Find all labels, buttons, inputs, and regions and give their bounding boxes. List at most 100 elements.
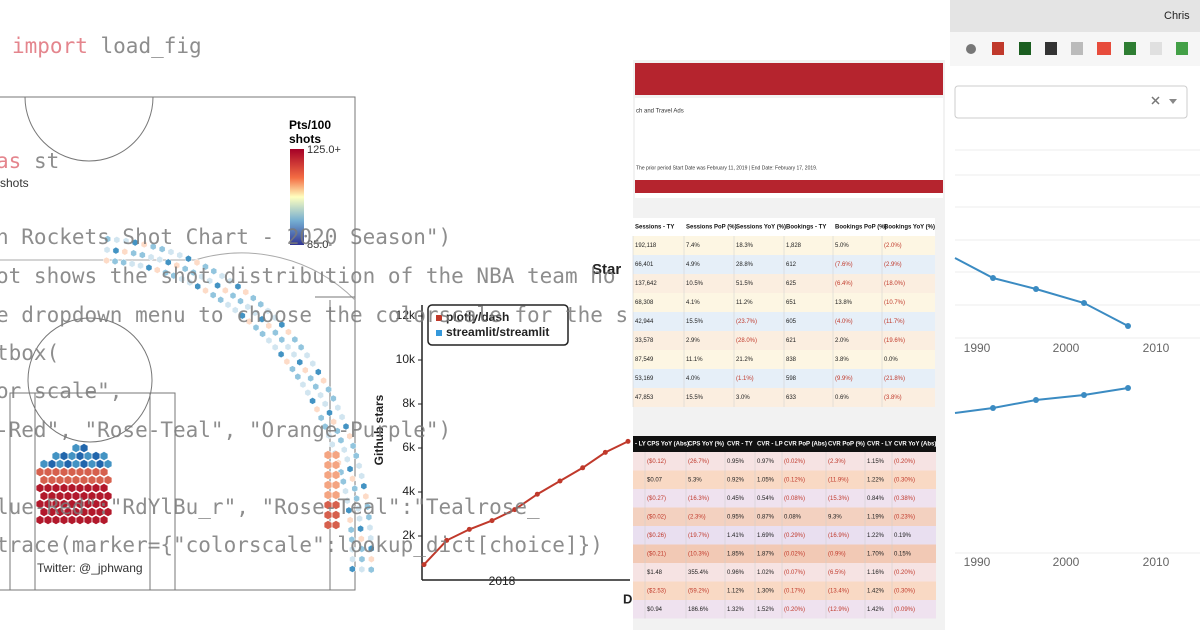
hexbin — [194, 282, 201, 291]
keyword: as — [0, 149, 21, 173]
hexbin — [290, 350, 298, 359]
cell: 0.84% — [867, 496, 885, 502]
hexbin — [95, 459, 105, 469]
icon[interactable] — [1097, 42, 1111, 55]
icon[interactable] — [966, 44, 976, 54]
icon[interactable] — [1124, 42, 1136, 55]
cell: 633 — [786, 395, 797, 401]
hexbin — [367, 565, 375, 574]
code-line: ot shows the shot distribution of the NB… — [0, 264, 616, 288]
hexbin — [35, 467, 45, 477]
icon[interactable] — [1071, 42, 1083, 55]
y-tick-label: 6k — [402, 440, 416, 454]
dropdown[interactable] — [954, 85, 1188, 119]
hexbin — [365, 513, 373, 521]
hexbin — [334, 403, 342, 412]
cell: 1.30% — [757, 588, 775, 594]
cell: 1.69% — [757, 533, 775, 539]
cell: (0.29%) — [784, 533, 805, 539]
colorbar-min: 85.0- — [307, 239, 332, 251]
column-header: CPS YoY (%) — [688, 442, 724, 448]
hexbin — [352, 452, 360, 460]
hexbin — [59, 451, 69, 461]
hexbin — [346, 465, 354, 473]
clear-icon[interactable] — [1151, 96, 1160, 105]
cell: 0.92% — [727, 477, 745, 483]
hexbin — [242, 288, 250, 296]
row-bg — [633, 507, 936, 526]
star-chart: 2k 4k 6k 8k 10k 12k Github stars 2018 Star Dplotl… — [372, 261, 632, 606]
legend — [427, 304, 569, 346]
cell: (23.7%) — [736, 319, 757, 325]
cell: (13.4%) — [828, 588, 849, 594]
hexbin — [353, 494, 360, 503]
cell: 21.2% — [736, 357, 754, 363]
cell: 53,169 — [635, 376, 654, 382]
hexbin — [111, 257, 119, 266]
cell: $0.94 — [647, 607, 663, 613]
extension-icons[interactable] — [966, 42, 1188, 55]
cell: (0.12%) — [784, 477, 805, 483]
hexbin — [289, 365, 296, 373]
cell: 1.15% — [867, 459, 885, 465]
hexbin — [59, 483, 69, 493]
hexbin — [103, 246, 111, 254]
cell: (11.7%) — [884, 319, 905, 325]
hexbin — [349, 555, 356, 563]
hexbin — [296, 358, 304, 366]
column-header: - LY — [635, 442, 646, 448]
caret[interactable] — [1169, 99, 1177, 104]
cell: (0.02%) — [784, 459, 805, 465]
cell: 0.95% — [727, 514, 745, 520]
hexbin — [122, 237, 130, 245]
hexbin — [366, 523, 374, 532]
cell: $1.48 — [647, 570, 663, 576]
point — [1033, 286, 1039, 292]
cell: 1.22% — [867, 533, 885, 539]
cell: ($2.53) — [647, 588, 666, 594]
icon[interactable] — [1045, 42, 1057, 55]
hexbin — [222, 286, 229, 295]
cell: ($0.26) — [647, 533, 666, 539]
hexbin — [99, 499, 109, 509]
cell: (0.9%) — [828, 551, 846, 557]
cell: 18.3% — [736, 243, 754, 249]
hexbin — [103, 256, 110, 265]
row-bg — [633, 452, 936, 471]
icon[interactable] — [1150, 42, 1162, 55]
hexbin — [229, 291, 237, 300]
cell: 5.3% — [688, 477, 702, 483]
cell: 0.08% — [784, 514, 802, 520]
cell: (59.2%) — [688, 588, 709, 594]
hexbin — [325, 385, 332, 394]
hexbin — [91, 451, 101, 461]
icon[interactable] — [992, 42, 1004, 55]
y-tick-label: 8k — [402, 396, 416, 410]
hexbin — [358, 545, 366, 553]
hexbin — [330, 394, 337, 403]
code-text: load_fig — [101, 34, 202, 58]
cell: (6.5%) — [828, 570, 846, 576]
icon[interactable] — [1176, 42, 1188, 55]
cell: 1.12% — [727, 588, 745, 594]
hexbin — [103, 475, 113, 485]
hexbin — [346, 432, 353, 440]
report-period: The prior period Start Date was February… — [636, 165, 817, 171]
cell: 0.95% — [727, 459, 745, 465]
cell: (18.0%) — [884, 281, 905, 287]
hexbin — [162, 268, 169, 277]
cell: (1.1%) — [736, 376, 754, 382]
hexbin — [147, 253, 155, 261]
icon[interactable] — [1019, 42, 1031, 55]
cell: (6.4%) — [835, 281, 853, 287]
hexbin — [79, 443, 89, 453]
y-tick-label: 12k — [396, 308, 416, 322]
hexbin — [258, 315, 266, 323]
cell: (2.9%) — [884, 262, 902, 268]
cell: (9.9%) — [835, 376, 853, 382]
cell: (15.3%) — [828, 496, 849, 502]
hexbin — [67, 483, 77, 493]
hexbin — [317, 391, 324, 399]
hexbin — [328, 440, 336, 449]
hexbin-layer — [35, 235, 375, 574]
